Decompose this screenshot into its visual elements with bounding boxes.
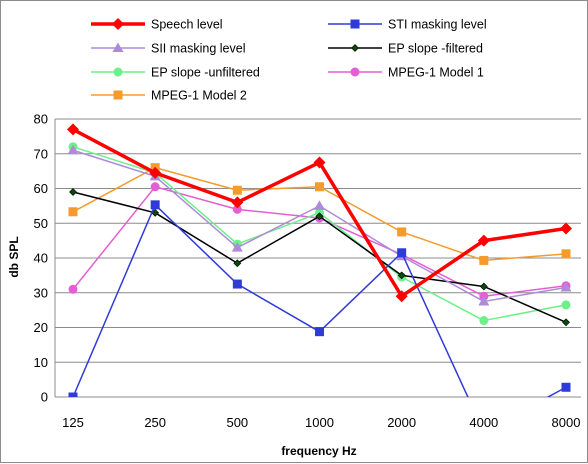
data-point [397,271,406,280]
data-point [478,295,490,306]
data-point [232,279,242,289]
series-layer [67,123,572,397]
data-point [315,212,324,221]
y-tick-label: 60 [34,181,48,196]
y-tick-label: 80 [34,112,48,127]
y-tick-label: 30 [34,285,48,300]
data-point [150,182,160,192]
data-point [113,67,123,77]
data-point [397,248,407,258]
data-point [561,382,571,392]
series-0 [67,123,572,303]
data-point [68,207,78,217]
data-point [232,204,242,214]
data-point [350,67,360,77]
x-axis-ticks: 125 250 500 1000 2000 4000 8000 [62,415,580,430]
data-point [69,188,77,196]
legend-label: EP slope -unfiltered [151,66,260,80]
x-tick-label: 8000 [552,415,581,430]
x-tick-label: 125 [62,415,84,430]
x-tick-label: 500 [226,415,248,430]
y-axis-ticks: 0 10 20 30 40 50 60 70 80 [34,112,48,405]
legend: Speech level STI masking level SII masking… [91,18,487,103]
data-point [479,316,489,326]
y-tick-label: 20 [34,320,48,335]
data-point [560,282,572,292]
x-axis-title: frequency Hz [281,444,356,458]
data-point [350,19,360,29]
data-point [231,196,244,209]
legend-item: STI masking level [328,18,487,32]
data-point [67,123,79,136]
legend-item: EP slope -filtered [328,42,483,56]
series-5 [68,182,571,301]
legend-item: Speech level [91,18,223,32]
legend-item: MPEG-1 Model 1 [328,66,484,80]
data-point [351,44,359,52]
data-point [477,234,490,247]
data-point [562,318,570,327]
legend-label: MPEG-1 Model 2 [151,89,247,103]
data-point [313,156,326,169]
data-point [149,166,162,179]
data-point [315,327,324,337]
x-tick-label: 1000 [305,415,334,430]
legend-label: STI masking level [388,18,487,32]
y-tick-label: 40 [34,251,48,266]
y-tick-label: 10 [34,355,48,370]
legend-item: MPEG-1 Model 2 [91,89,247,103]
legend-item: SII masking level [91,42,245,56]
data-point [395,290,408,303]
series-1 [68,200,571,397]
data-point [560,222,572,235]
data-point [314,200,325,210]
legend-label: Speech level [151,18,223,32]
data-point [112,18,124,30]
data-point [113,90,123,100]
data-point [67,144,79,155]
legend-item: EP slope -unfiltered [91,66,260,80]
data-point [315,182,324,192]
data-point [232,185,242,195]
data-point [479,255,489,265]
data-point [150,200,160,210]
legend-label: MPEG-1 Model 1 [388,66,484,80]
data-point [68,284,78,294]
data-point [231,242,243,252]
grid-lines [55,118,581,398]
legend-label: SII masking level [151,42,245,56]
y-tick-label: 70 [34,146,48,161]
data-point [233,259,242,268]
y-axis-title: db SPL [7,236,21,277]
data-point [112,42,124,52]
data-point [561,300,571,310]
data-point [479,282,488,291]
legend-label: EP slope -filtered [388,42,483,56]
x-tick-label: 4000 [469,415,498,430]
data-point [561,249,571,259]
x-tick-label: 250 [144,415,166,430]
series-4 [68,142,571,326]
data-point [68,392,78,397]
y-tick-label: 50 [34,216,48,231]
data-point [397,227,407,237]
x-tick-label: 2000 [387,415,416,430]
series-3 [69,188,570,327]
y-tick-label: 0 [41,390,48,405]
